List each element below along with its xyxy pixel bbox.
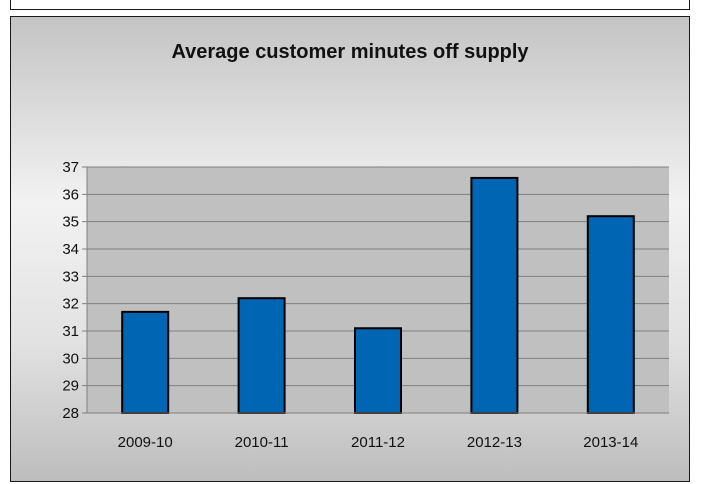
y-tick-label: 36 [62, 186, 79, 203]
bar [121, 310, 170, 414]
bar [354, 327, 402, 414]
y-tick-label: 37 [62, 159, 79, 176]
x-tick-label: 2012-13 [467, 434, 522, 451]
y-tick-label: 32 [62, 296, 79, 313]
axes [86, 167, 669, 414]
y-tick-label: 30 [62, 350, 79, 367]
y-tick-label: 33 [62, 268, 79, 285]
x-tick-label: 2013-14 [583, 434, 638, 451]
y-tick-label: 31 [62, 323, 79, 340]
x-tick-label: 2011-12 [351, 434, 405, 451]
bar [470, 176, 519, 414]
bar [586, 215, 635, 414]
previous-frame-edge [10, 0, 690, 10]
y-axis-tick-labels: 28 29 30 31 32 33 34 35 36 37 [62, 159, 79, 422]
y-tick-label: 28 [62, 405, 79, 422]
y-tick-label: 35 [62, 214, 79, 231]
x-tick-label: 2010-11 [235, 434, 289, 451]
y-tick-label: 29 [62, 378, 79, 395]
x-axis-tick-labels: 2009-10 2010-11 2011-12 2012-13 2013-14 [118, 434, 639, 451]
x-tick-label: 2009-10 [118, 434, 173, 451]
chart-title: Average customer minutes off supply [171, 41, 529, 63]
bar [237, 297, 286, 415]
y-tick-label: 34 [62, 241, 79, 258]
